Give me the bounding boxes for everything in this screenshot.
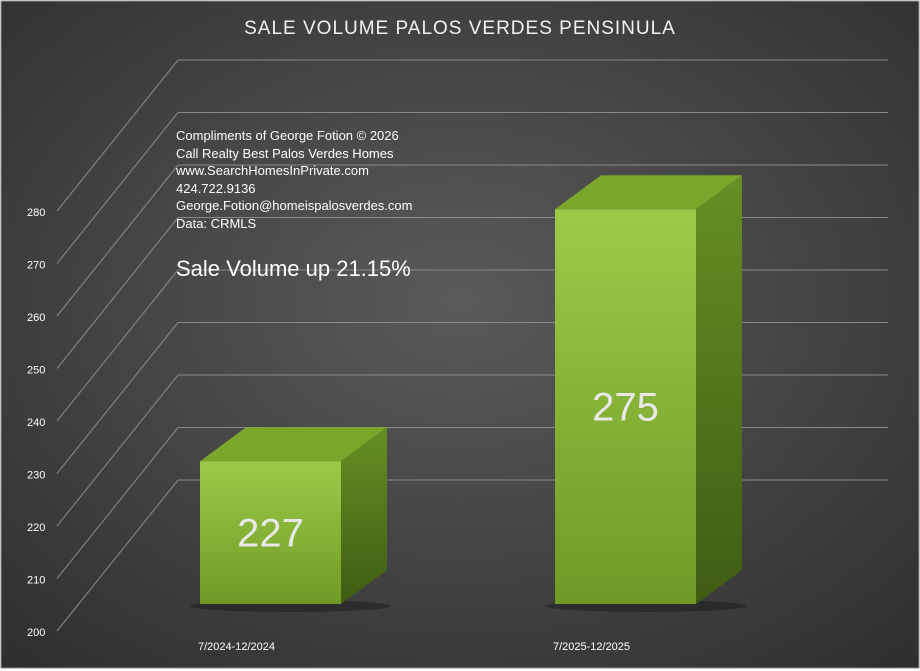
gridline-side (56, 427, 179, 579)
y-tick-label: 240 (27, 417, 45, 429)
credit-line: 424.722.9136 (176, 180, 256, 196)
x-axis-categories: 7/2024-12/2024 7/2025-12/2025 (198, 641, 630, 653)
bars: 227 275 (190, 175, 746, 612)
gridlines (56, 59, 888, 632)
bar-top (555, 175, 742, 210)
gridline-side (56, 269, 179, 422)
data-label: 227 (237, 512, 304, 556)
y-axis-ticks: 200 210 220 230 240 250 260 270 280 (27, 207, 45, 639)
credits-note: Compliments of George Fotion © 2026 Call… (176, 127, 412, 233)
y-tick-label: 220 (27, 522, 45, 534)
y-tick-label: 210 (27, 575, 45, 587)
credit-line: Data: CRMLS (176, 215, 257, 231)
y-tick-label: 270 (27, 260, 45, 272)
y-tick-label: 250 (27, 365, 45, 377)
gridline-side (56, 217, 179, 369)
headline-annotation: Sale Volume up 21.15% (176, 256, 411, 281)
credit-line: Compliments of George Fotion © 2026 (176, 128, 399, 143)
gridline-side (56, 59, 179, 212)
chart-title: SALE VOLUME PALOS VERDES PENSINULA (244, 18, 676, 39)
credit-line: Call Realty Best Palos Verdes Homes (176, 145, 394, 161)
x-tick-label: 7/2025-12/2025 (553, 641, 630, 653)
x-tick-label: 7/2024-12/2024 (198, 641, 275, 653)
gridline-side (56, 322, 179, 474)
credit-line: George.Fotion@homeispalosverdes.com (176, 198, 413, 214)
gridline-side (56, 479, 179, 632)
y-tick-label: 230 (27, 470, 45, 482)
bar (200, 461, 341, 604)
gridline-side (56, 112, 179, 264)
gridline-side (56, 164, 179, 317)
bar-side (341, 427, 387, 604)
bar (555, 209, 696, 604)
bar-top (200, 427, 387, 462)
bar-side (696, 175, 742, 604)
y-tick-label: 260 (27, 312, 45, 324)
data-label: 275 (592, 386, 659, 430)
gridline-side (56, 374, 179, 527)
y-tick-label: 200 (27, 627, 45, 639)
y-tick-label: 280 (27, 207, 45, 219)
credit-line: www.SearchHomesInPrivate.com (176, 163, 369, 179)
